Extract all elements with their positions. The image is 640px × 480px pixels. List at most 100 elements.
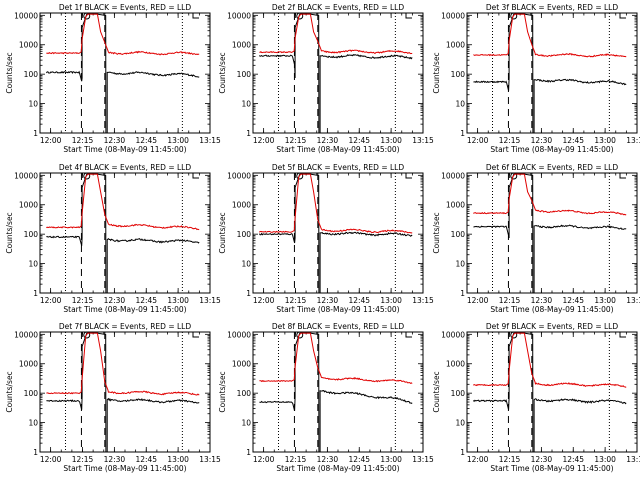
y-tick-label: 1 [460, 129, 465, 138]
y-tick-label: 1 [33, 129, 38, 138]
y-tick-label: 1000 [19, 201, 38, 210]
lld-series-line [259, 332, 413, 385]
top-circle-marker [296, 331, 304, 339]
y-axis-label: Counts/sec [432, 52, 441, 93]
x-tick-label: 13:00 [380, 296, 402, 305]
lld-series-line [259, 173, 413, 234]
y-tick-label: 10 [455, 260, 465, 269]
y-tick-label: 100 [24, 389, 39, 398]
panel-det-6: Det 6f BLACK = Events, RED = LLD 1 10 100 10… [432, 163, 640, 314]
x-tick-label: 12:15 [72, 136, 94, 145]
lld-series-line [46, 173, 200, 231]
x-axis-label: Start Time (08-May-09 11:45:00) [276, 305, 399, 314]
x-axis-label: Start Time (08-May-09 11:45:00) [276, 464, 399, 473]
y-axis-label: Counts/sec [218, 212, 227, 253]
top-bracket-marker [192, 173, 199, 179]
x-tick-label: 12:45 [562, 455, 584, 464]
y-tick-label: 10000 [14, 330, 38, 339]
top-bracket-marker [405, 13, 412, 19]
top-bracket-marker [405, 173, 412, 179]
top-circle-marker [296, 172, 304, 180]
y-tick-label: 10 [241, 260, 251, 269]
y-tick-label: 10 [241, 100, 251, 109]
x-tick-label: 12:00 [253, 136, 275, 145]
y-axis-label: Counts/sec [218, 52, 227, 93]
x-tick-label: 12:30 [104, 296, 126, 305]
events-series-line [259, 332, 413, 453]
x-axis-label: Start Time (08-May-09 11:45:00) [63, 145, 186, 154]
y-tick-label: 10000 [14, 11, 38, 20]
x-tick-label: 12:30 [317, 136, 339, 145]
panel-title: Det 3f BLACK = Events, RED = LLD [486, 3, 619, 12]
x-tick-label: 12:45 [348, 455, 370, 464]
top-circle-marker [510, 172, 518, 180]
x-tick-label: 12:30 [531, 455, 553, 464]
top-circle-marker [83, 172, 91, 180]
panel-det-7: Det 7f BLACK = Events, RED = LLD 1 10 100 10… [5, 322, 221, 473]
y-tick-label: 100 [451, 389, 466, 398]
x-tick-label: 12:30 [317, 455, 339, 464]
x-tick-label: 13:15 [412, 136, 434, 145]
y-tick-label: 1000 [446, 41, 465, 50]
y-axis-label: Counts/sec [218, 371, 227, 412]
x-tick-label: 12:00 [467, 455, 489, 464]
y-tick-label: 1 [246, 448, 251, 457]
top-bracket-marker [192, 332, 199, 338]
panel-det-1: Det 1f BLACK = Events, RED = LLD 1 10 100 10… [5, 3, 221, 154]
x-axis-label: Start Time (08-May-09 11:45:00) [490, 305, 613, 314]
x-tick-label: 13:15 [626, 136, 640, 145]
y-tick-label: 1 [460, 448, 465, 457]
x-tick-label: 12:45 [348, 136, 370, 145]
y-axis-label: Counts/sec [432, 212, 441, 253]
panel-det-2: Det 2f BLACK = Events, RED = LLD 1 10 100 10… [218, 3, 434, 154]
y-tick-label: 1 [460, 289, 465, 298]
lld-series-line [46, 13, 200, 56]
x-tick-label: 13:00 [380, 136, 402, 145]
y-tick-label: 10 [28, 260, 38, 269]
x-tick-label: 12:15 [72, 455, 94, 464]
panel-det-4: Det 4f BLACK = Events, RED = LLD 1 10 100 10… [5, 163, 221, 314]
y-tick-label: 1000 [19, 41, 38, 50]
y-tick-label: 10000 [14, 171, 38, 180]
x-tick-label: 12:15 [285, 455, 307, 464]
y-tick-label: 10 [455, 100, 465, 109]
y-tick-label: 10 [241, 419, 251, 428]
y-tick-label: 100 [237, 230, 252, 239]
panel-title: Det 4f BLACK = Events, RED = LLD [59, 163, 192, 172]
y-tick-label: 10 [28, 100, 38, 109]
x-tick-label: 12:00 [40, 296, 62, 305]
x-tick-label: 13:00 [167, 136, 189, 145]
y-axis-label: Counts/sec [432, 371, 441, 412]
y-tick-label: 100 [451, 70, 466, 79]
y-tick-label: 10000 [227, 11, 251, 20]
y-tick-label: 1000 [232, 41, 251, 50]
lld-series-line [46, 332, 200, 396]
events-series-line [46, 173, 200, 294]
top-circle-marker [510, 331, 518, 339]
x-tick-label: 12:45 [562, 296, 584, 305]
top-circle-marker [83, 12, 91, 20]
top-bracket-marker [405, 332, 412, 338]
y-tick-label: 10000 [441, 11, 465, 20]
x-tick-label: 13:00 [167, 296, 189, 305]
panel-title: Det 5f BLACK = Events, RED = LLD [272, 163, 405, 172]
events-series-line [259, 13, 413, 134]
x-axis-label: Start Time (08-May-09 11:45:00) [276, 145, 399, 154]
panel-det-3: Det 3f BLACK = Events, RED = LLD 1 10 100 10… [432, 3, 640, 154]
top-bracket-marker [619, 13, 626, 19]
lld-series-line [473, 173, 627, 216]
top-circle-marker [83, 331, 91, 339]
lld-series-line [473, 13, 627, 58]
x-tick-label: 12:30 [531, 136, 553, 145]
x-tick-label: 12:15 [285, 136, 307, 145]
top-bracket-marker [192, 13, 199, 19]
top-circle-marker [510, 12, 518, 20]
lld-series-line [259, 13, 413, 55]
x-axis-label: Start Time (08-May-09 11:45:00) [490, 464, 613, 473]
y-tick-label: 1000 [446, 201, 465, 210]
x-tick-label: 12:15 [499, 455, 521, 464]
x-tick-label: 12:45 [135, 455, 157, 464]
events-series-line [473, 332, 627, 453]
y-tick-label: 10 [28, 419, 38, 428]
x-axis-label: Start Time (08-May-09 11:45:00) [63, 305, 186, 314]
